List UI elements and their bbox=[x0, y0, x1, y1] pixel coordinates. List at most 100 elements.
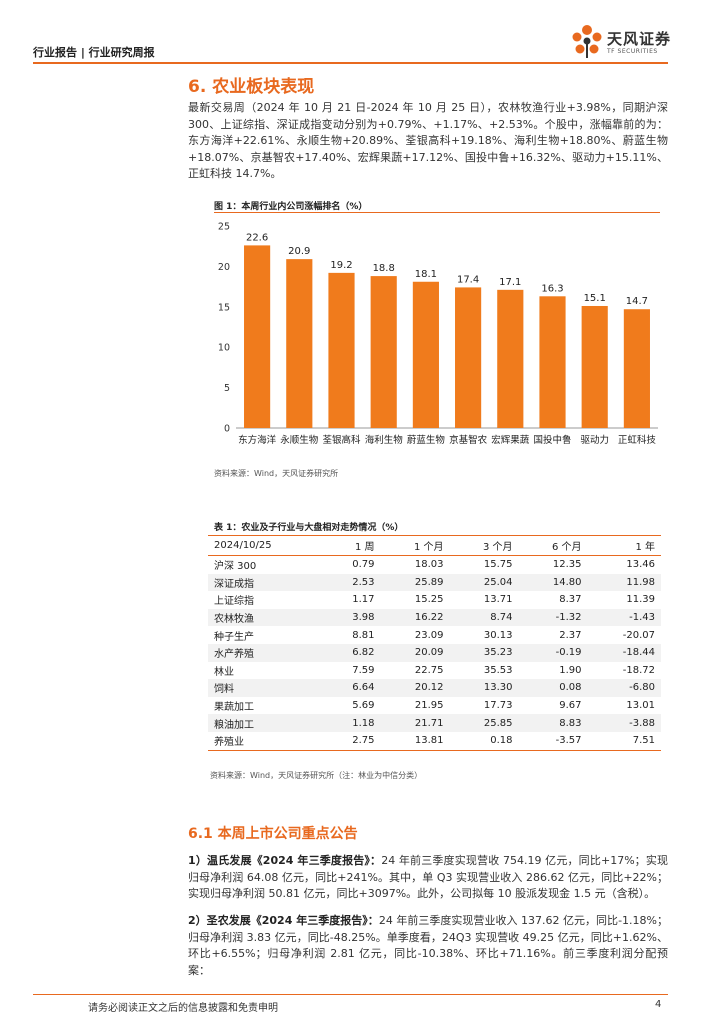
table-cell: 35.53 bbox=[483, 664, 513, 676]
table-cell: 13.71 bbox=[483, 594, 513, 606]
company-logo: 天风证券 TF SECURITIES bbox=[567, 22, 677, 60]
table-cell: 粮油加工 bbox=[208, 714, 324, 732]
table-cell: 25.89 bbox=[380, 573, 450, 592]
announcement-2-body: 24 年前三季度实现营业收入 137.62 亿元，同比-1.18%；归母净利润 … bbox=[188, 914, 668, 977]
table-cell: -3.57 bbox=[518, 731, 588, 751]
table-cell: 13.30 bbox=[449, 679, 519, 697]
table-cell: 11.98 bbox=[587, 573, 661, 592]
table-row: 上证综指 1.17 15.25 13.71 8.37 11.39 bbox=[208, 591, 661, 609]
table-row: 深证成指 2.53 25.89 25.04 14.80 11.98 bbox=[208, 573, 661, 592]
table-cell: -18.72 bbox=[622, 664, 655, 676]
table-cell: 6.82 bbox=[323, 643, 381, 662]
gain-ranking-bar-chart: 0 5 10 15 20 25 22.6 东方海洋 20.9 永顺生物 19.2 荃银高科 18.8 海利… bbox=[218, 222, 658, 446]
table-cell: -1.32 bbox=[518, 608, 588, 627]
bar bbox=[455, 287, 482, 428]
weekly-summary-paragraph: 最新交易周（2024 年 10 月 21 日-2024 年 10 月 25 日）… bbox=[188, 101, 668, 180]
table-cell: 25.85 bbox=[449, 714, 519, 732]
subsection-title: 6.1 本周上市公司重点公告 bbox=[188, 826, 358, 842]
table-cell: 1.90 bbox=[559, 664, 582, 676]
figure-divider bbox=[214, 212, 660, 213]
table-cell: 饲料 bbox=[208, 679, 324, 697]
table-cell: 2.53 bbox=[323, 573, 381, 592]
bar bbox=[244, 245, 271, 428]
bar-value-label: 22.6 bbox=[246, 232, 268, 243]
table-cell: 林业 bbox=[214, 666, 234, 678]
x-category-label: 京基智农 bbox=[449, 434, 488, 446]
table-cell: 11.39 bbox=[626, 594, 655, 606]
table-cell: 8.83 bbox=[518, 714, 588, 732]
table-cell: 13.81 bbox=[380, 731, 450, 751]
table-cell: 上证综指 bbox=[214, 596, 254, 608]
x-category-label: 海利生物 bbox=[365, 434, 404, 446]
announcement-2-heading: 2）圣农发展《2024 年三季度报告》： bbox=[188, 914, 379, 927]
footer-disclaimer: 请务必阅读正文之后的信息披露和免责申明 bbox=[88, 1003, 278, 1014]
table-cell: 25.04 bbox=[449, 573, 519, 592]
table-cell: -0.19 bbox=[518, 643, 588, 662]
table-cell: 1.17 bbox=[352, 594, 375, 606]
table-cell: 0.79 bbox=[352, 559, 375, 571]
x-category-label: 宏辉果蔬 bbox=[491, 434, 530, 446]
table-cell: 8.81 bbox=[352, 629, 375, 641]
header-divider bbox=[33, 62, 668, 64]
bar-value-label: 15.1 bbox=[584, 293, 606, 304]
x-category-label: 国投中鲁 bbox=[533, 434, 571, 446]
bar-value-label: 16.3 bbox=[541, 283, 563, 294]
table-cell: 15.75 bbox=[483, 559, 513, 571]
section-title: 6. 农业板块表现 bbox=[188, 77, 315, 97]
bar bbox=[581, 305, 608, 428]
flower-logo-icon bbox=[572, 25, 602, 58]
table-cell: 18.03 bbox=[414, 559, 444, 571]
bar-value-label: 17.1 bbox=[499, 277, 521, 288]
bar bbox=[497, 289, 524, 428]
bar bbox=[328, 272, 355, 428]
announcement-1-heading: 1）温氏发展《2024 年三季度报告》： bbox=[188, 854, 382, 867]
y-tick-label: 5 bbox=[224, 383, 230, 394]
y-tick-label: 15 bbox=[218, 302, 230, 313]
x-category-label: 正虹科技 bbox=[618, 434, 657, 446]
table-cell: 17.73 bbox=[483, 700, 513, 712]
bar-value-label: 18.1 bbox=[415, 269, 437, 280]
report-header-title: 行业报告 | 行业研究周报 bbox=[33, 46, 155, 59]
table-row: 农林牧渔 3.98 16.22 8.74 -1.32 -1.43 bbox=[208, 608, 661, 627]
table-row: 饲料 6.64 20.12 13.30 0.08 -6.80 bbox=[208, 679, 661, 697]
table-cell: 深证成指 bbox=[208, 573, 324, 592]
y-tick-label: 0 bbox=[224, 424, 230, 435]
announcement-1-body: 24 年前三季度实现营收 754.19 亿元，同比+17%；实现归母净利润 64… bbox=[188, 854, 668, 900]
table-title: 表 1：农业及子行业与大盘相对走势情况（%） bbox=[214, 523, 404, 533]
table-cell: 13.46 bbox=[626, 559, 655, 571]
x-category-label: 驱动力 bbox=[580, 434, 609, 446]
table-cell: -20.07 bbox=[622, 629, 655, 641]
table-row: 林业 7.59 22.75 35.53 1.90 -18.72 bbox=[208, 662, 661, 680]
column-header: 3 个月 bbox=[449, 535, 519, 556]
bar bbox=[623, 309, 650, 428]
y-tick-label: 10 bbox=[218, 343, 230, 354]
table-cell: 16.22 bbox=[380, 608, 450, 627]
table-cell: 2.75 bbox=[323, 731, 381, 751]
table-cell: 沪深 300 bbox=[214, 561, 257, 573]
table-cell: 果蔬加工 bbox=[214, 702, 254, 714]
bar-value-label: 19.2 bbox=[330, 260, 352, 271]
table-cell: -1.43 bbox=[587, 608, 661, 627]
table-cell: 20.09 bbox=[380, 643, 450, 662]
table-row: 沪深 300 0.79 18.03 15.75 12.35 13.46 bbox=[208, 556, 661, 574]
column-header: 2024/10/25 bbox=[208, 535, 324, 556]
table-cell: 30.13 bbox=[483, 629, 513, 641]
bar bbox=[370, 276, 397, 428]
bar-value-label: 18.8 bbox=[373, 263, 395, 274]
announcement-2: 2）圣农发展《2024 年三季度报告》：24 年前三季度实现营业收入 137.6… bbox=[188, 913, 668, 979]
page-number: 4 bbox=[655, 999, 662, 1010]
bar-value-label: 14.7 bbox=[626, 296, 648, 307]
table-cell: -3.88 bbox=[587, 714, 661, 732]
x-category-label: 蔚蓝生物 bbox=[407, 434, 446, 446]
table-source: 资料来源：Wind，天风证券研究所（注：林业为中信分类） bbox=[210, 771, 423, 780]
table-cell: 35.23 bbox=[449, 643, 519, 662]
table-cell: 2.37 bbox=[559, 629, 582, 641]
y-tick-label: 20 bbox=[218, 262, 230, 273]
table-cell: 6.64 bbox=[323, 679, 381, 697]
table-cell: 1.18 bbox=[323, 714, 381, 732]
column-header: 1 个月 bbox=[380, 535, 450, 556]
table-row: 粮油加工 1.18 21.71 25.85 8.83 -3.88 bbox=[208, 714, 661, 732]
column-header: 1 周 bbox=[323, 535, 381, 556]
footer-divider bbox=[33, 994, 668, 995]
